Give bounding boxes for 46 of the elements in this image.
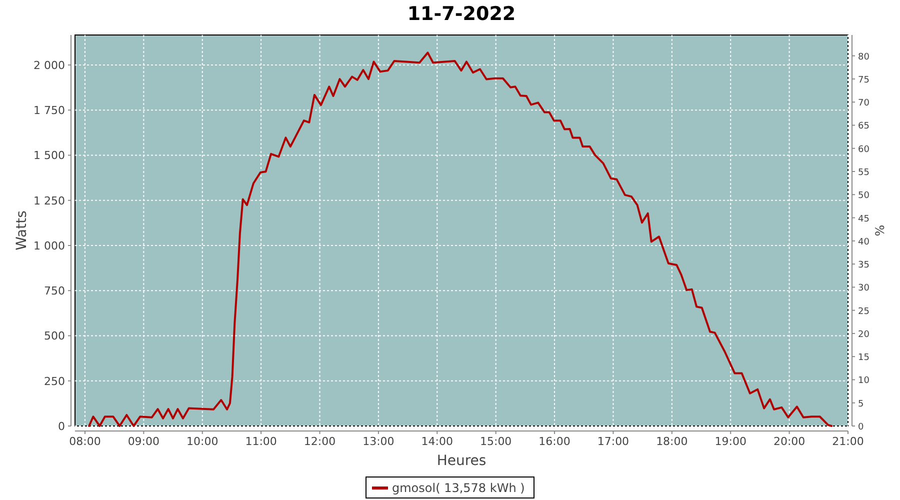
y2-axis-title: % <box>873 224 887 236</box>
y2-tick-label: 20 <box>858 330 870 340</box>
y2-tick-label: 65 <box>858 122 870 132</box>
y-tick-label: 0 <box>58 420 65 433</box>
x-tick-label: 21:00 <box>832 435 864 448</box>
x-tick-label: 19:00 <box>714 435 746 448</box>
y-tick-label: 1 500 <box>34 149 65 162</box>
y2-tick-label: 0 <box>858 422 864 432</box>
x-tick-label: 16:00 <box>538 435 570 448</box>
y-tick-label: 1 000 <box>34 239 65 252</box>
x-tick-label: 20:00 <box>773 435 806 448</box>
y2-tick-label: 80 <box>858 52 870 62</box>
y-tick-label: 750 <box>44 284 65 298</box>
y-tick-label: 250 <box>44 374 65 388</box>
y2-tick-label: 60 <box>858 144 870 155</box>
y2-tick-label: 15 <box>858 353 870 364</box>
x-tick-label: 17:00 <box>597 435 630 448</box>
y2-tick-label: 45 <box>858 214 870 224</box>
x-tick-label: 10:00 <box>186 435 218 448</box>
y-tick-label: 500 <box>44 330 65 343</box>
x-tick-label: 14:00 <box>421 435 453 448</box>
x-axis-title: Heures <box>436 453 486 469</box>
x-tick-label: 13:00 <box>362 435 394 448</box>
y-tick-label: 1 250 <box>34 194 65 208</box>
chart-title: 11-7-2022 <box>407 3 516 25</box>
line-series <box>88 52 833 427</box>
y-tick-label: 2 000 <box>34 58 65 72</box>
y2-tick-label: 55 <box>858 168 870 178</box>
x-tick-label: 18:00 <box>656 435 688 448</box>
x-tick-label: 08:00 <box>69 435 101 448</box>
x-tick-label: 15:00 <box>480 435 512 448</box>
y-axis-title: Watts <box>14 210 30 250</box>
y2-tick-label: 10 <box>858 376 870 386</box>
y2-tick-label: 35 <box>858 260 870 271</box>
y2-tick-label: 50 <box>858 191 870 202</box>
y-tick-label: 1 750 <box>34 104 65 118</box>
y2-tick-label: 75 <box>858 75 870 86</box>
x-tick-label: 12:00 <box>304 435 336 448</box>
y2-tick-label: 25 <box>858 306 870 317</box>
y2-tick-label: 40 <box>858 237 870 248</box>
y2-tick-label: 30 <box>858 284 870 294</box>
x-tick-label: 11:00 <box>245 435 277 448</box>
x-tick-label: 09:00 <box>128 435 160 448</box>
y2-tick-label: 5 <box>858 399 864 410</box>
y2-tick-label: 70 <box>858 98 870 109</box>
legend-label: gmosol( 13,578 kWh ) <box>392 481 525 495</box>
